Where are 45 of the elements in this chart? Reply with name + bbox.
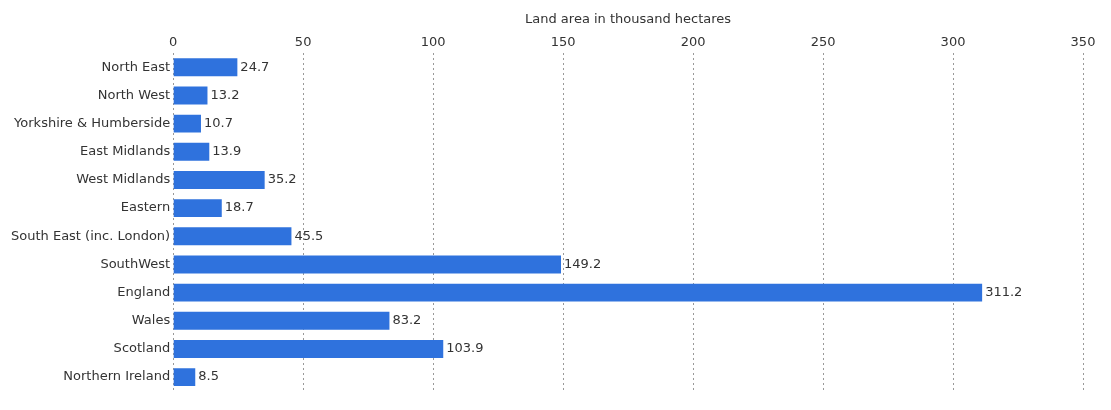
bar: [173, 170, 265, 189]
x-axis-title: Land area in thousand hectares: [525, 11, 732, 27]
data-label: 13.9: [212, 143, 242, 159]
data-label: 10.7: [203, 114, 233, 130]
bar: [173, 114, 201, 133]
data-label: 24.7: [240, 58, 270, 74]
y-tick-label: West Midlands: [76, 171, 171, 187]
data-label: 35.2: [267, 171, 297, 187]
y-tick-label: SouthWest: [100, 255, 171, 271]
bar: [173, 283, 983, 302]
x-tick-label: 300: [940, 33, 966, 49]
bar: [173, 86, 208, 105]
y-tick-label: South East (inc. London): [11, 227, 171, 243]
y-tick-label: Eastern: [120, 199, 171, 215]
bar: [173, 142, 210, 161]
y-tick-label: North West: [97, 86, 171, 102]
data-label: 18.7: [224, 199, 254, 215]
data-label: 8.5: [198, 368, 219, 384]
y-tick-label: North East: [101, 58, 171, 74]
bar: [173, 58, 238, 77]
bar: [173, 255, 562, 274]
y-tick-label: Scotland: [113, 340, 171, 356]
y-tick-label: East Midlands: [80, 143, 171, 159]
x-tick-label: 100: [420, 33, 446, 49]
bar: [173, 227, 292, 246]
y-tick-label: England: [117, 283, 171, 299]
x-tick-label: 150: [550, 33, 576, 49]
x-tick-label: 350: [1070, 33, 1096, 49]
y-tick-label: Wales: [131, 312, 171, 328]
y-tick-label: Northern Ireland: [63, 368, 171, 384]
bar: [173, 311, 390, 330]
bar: [173, 339, 444, 358]
data-label: 103.9: [446, 340, 484, 356]
y-tick-label: Yorkshire & Humberside: [13, 114, 171, 130]
data-label: 45.5: [294, 227, 324, 243]
x-tick-label: 200: [680, 33, 706, 49]
data-label: 83.2: [392, 312, 422, 328]
x-tick-label: 0: [169, 33, 178, 49]
bar: [173, 368, 196, 387]
x-tick-label: 50: [294, 33, 312, 49]
x-tick-label: 250: [810, 33, 836, 49]
data-label: 311.2: [985, 283, 1023, 299]
data-label: 149.2: [564, 255, 602, 271]
bar: [173, 199, 222, 218]
data-label: 13.2: [210, 86, 240, 102]
